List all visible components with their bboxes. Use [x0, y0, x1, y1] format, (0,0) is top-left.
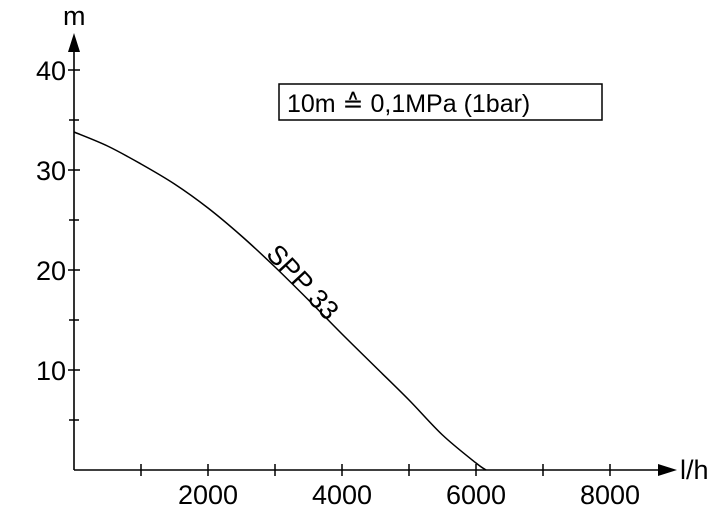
y-tick-label: 40	[36, 56, 66, 86]
x-tick-label: 4000	[312, 480, 372, 510]
axis-ticks: 2000 4000 6000 8000 10 20 30 40	[36, 56, 640, 510]
x-axis-arrow	[658, 464, 677, 476]
y-tick-label: 10	[36, 356, 66, 386]
series-line-spp-33	[73, 131, 487, 471]
y-tick-label: 30	[36, 156, 66, 186]
x-tick-label: 2000	[178, 480, 238, 510]
y-axis-label: m	[63, 1, 86, 31]
note-text: 10m ≙ 0,1MPa (1bar)	[287, 90, 530, 118]
y-tick-label: 20	[36, 256, 66, 286]
x-tick-label: 8000	[580, 480, 640, 510]
x-axis-label: l/h	[680, 455, 709, 485]
series-label-spp-33: SPP 33	[261, 239, 345, 326]
y-axis-arrow	[68, 33, 80, 52]
x-tick-label: 6000	[446, 480, 506, 510]
note-box	[278, 83, 603, 121]
